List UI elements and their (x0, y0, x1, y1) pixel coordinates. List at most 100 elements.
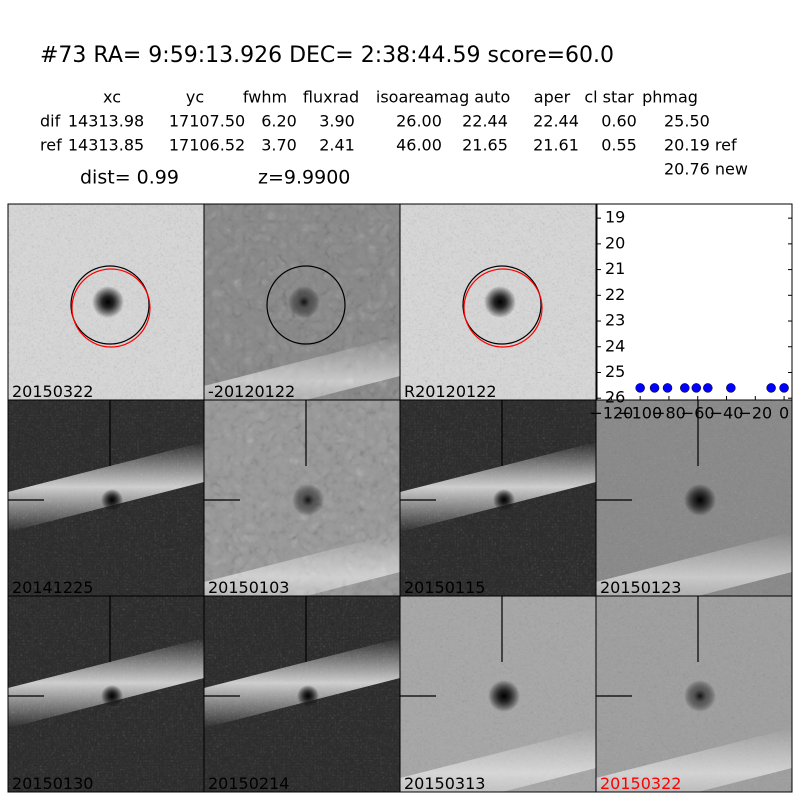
image (596, 596, 792, 792)
image-panel: 20150214 (203, 595, 401, 793)
cell: 3.70 (261, 136, 297, 155)
x-tick-label: −80 (652, 404, 686, 423)
image (400, 400, 596, 596)
cell: 0.55 (601, 136, 637, 155)
y-tick-label: 23 (605, 311, 625, 330)
x-tick-label: −120 (589, 404, 633, 423)
cell: 17106.52 (169, 136, 245, 155)
aperture (266, 265, 346, 345)
data-point (766, 383, 776, 393)
cell: 21.61 (533, 136, 579, 155)
source (297, 685, 319, 707)
image (204, 204, 400, 400)
y-tick-label: 26 (605, 388, 625, 407)
panel-label: 20150115 (404, 578, 485, 597)
column-header: cl star (584, 88, 634, 107)
column-header: mag auto (434, 88, 511, 107)
source (684, 680, 716, 712)
cell: 22.44 (533, 112, 579, 131)
extra: 20.76 new (664, 160, 748, 179)
cell: 17107.50 (169, 112, 245, 131)
streak (204, 638, 400, 728)
panel-frame (595, 595, 793, 793)
streak (8, 442, 204, 532)
cell: 26.00 (396, 112, 442, 131)
cell: 3.90 (319, 112, 355, 131)
image-panel: 20150123 (595, 399, 793, 597)
image-panel: 20150115 (399, 399, 597, 597)
row-label: ref (40, 136, 62, 155)
source (493, 489, 515, 511)
image-panel: R20120122 (399, 203, 597, 401)
image-panel: 20150130 (7, 595, 205, 793)
column-header: phmag (642, 88, 698, 107)
column-header: fluxrad (303, 88, 359, 107)
title: #73 RA= 9:59:13.926 DEC= 2:38:44.59 scor… (40, 43, 614, 68)
panel-label: 20141225 (12, 578, 93, 597)
data-point (691, 383, 702, 393)
aperture (462, 265, 542, 345)
data-point (662, 383, 673, 393)
aperture (70, 265, 150, 345)
aperture-ref (71, 268, 151, 348)
streak (400, 442, 596, 532)
data-point (635, 383, 645, 393)
source (92, 286, 124, 318)
image-panel: 20150322 (595, 595, 793, 793)
column-header: aper (534, 88, 571, 107)
cell: 20.19 ref (664, 136, 737, 155)
column-header: fwhm (243, 88, 287, 107)
cell: 22.44 (462, 112, 508, 131)
y-tick-label: 19 (605, 208, 625, 227)
panel-label: 20150214 (208, 774, 289, 793)
source (484, 286, 516, 318)
panel-label: 20150322 (12, 382, 93, 401)
cell: 14313.85 (68, 136, 144, 155)
lightcurve-chart: 19 20 21 22 23 24 25 26−120−100−80−60−40−20 0 (589, 203, 793, 423)
plot-area (596, 203, 793, 401)
source (288, 286, 320, 318)
cell: 14313.98 (68, 112, 144, 131)
cell: 21.65 (462, 136, 508, 155)
image (8, 596, 204, 792)
row-label: dif (40, 112, 61, 131)
image (204, 400, 400, 596)
source (292, 484, 324, 516)
data-point (680, 383, 690, 393)
column-header: xc (103, 88, 121, 107)
source (684, 484, 716, 516)
panel-label: 20150322 (600, 774, 681, 793)
image (8, 400, 204, 596)
streak (596, 532, 792, 596)
image-panel: 20150103 (203, 399, 401, 597)
image-panel: 20150322 (7, 203, 205, 401)
source (488, 680, 520, 712)
image (204, 596, 400, 792)
cell: 6.20 (261, 112, 297, 131)
x-tick-label: −100 (618, 404, 662, 423)
column-header: isoarea (376, 88, 434, 107)
image (8, 204, 204, 400)
streak (400, 728, 596, 792)
x-tick-label: 0 (779, 404, 789, 423)
data-point (649, 383, 660, 393)
panel-label: 20150130 (12, 774, 93, 793)
panel-label: 20150103 (208, 578, 289, 597)
cell: 0.60 (601, 112, 637, 131)
image (596, 400, 792, 596)
y-tick-label: 22 (605, 285, 625, 304)
image-panel: 20141225 (7, 399, 205, 597)
redshift: z=9.9900 (258, 167, 350, 189)
y-tick-label: 21 (605, 259, 625, 278)
source (101, 685, 123, 707)
streak (596, 728, 792, 792)
data-point (703, 383, 713, 393)
column-header: yc (186, 88, 204, 107)
image-panels: 20150322 -20120122 R20120122 20141225 201501… (7, 203, 793, 793)
dist: dist= 0.99 (80, 167, 179, 189)
streak (204, 532, 400, 596)
x-tick-label: −60 (681, 404, 715, 423)
aperture-ref (463, 268, 543, 348)
image-panel: -20120122 (203, 203, 401, 401)
